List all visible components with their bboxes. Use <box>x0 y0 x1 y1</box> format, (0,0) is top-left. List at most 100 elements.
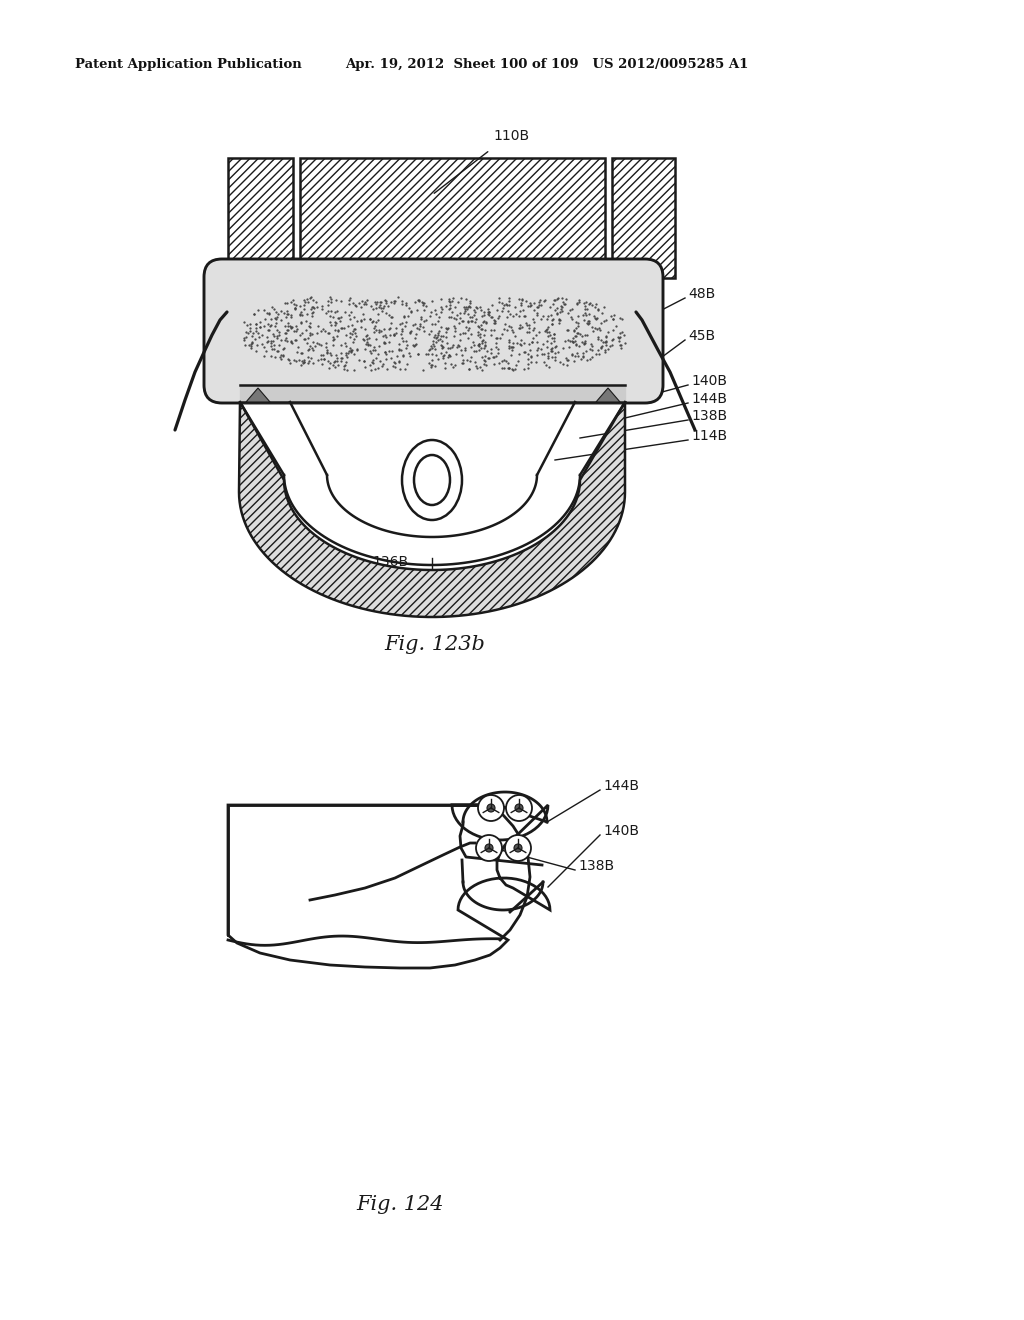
Point <box>517 290 534 312</box>
Point <box>368 297 384 318</box>
Point <box>317 333 334 354</box>
Point <box>492 352 508 374</box>
Text: Patent Application Publication: Patent Application Publication <box>75 58 302 71</box>
Circle shape <box>506 795 532 821</box>
Point <box>482 308 499 329</box>
Point <box>615 325 632 346</box>
Point <box>432 301 449 322</box>
Point <box>606 304 623 325</box>
Point <box>370 358 386 379</box>
Point <box>390 351 407 372</box>
Point <box>460 297 476 318</box>
Point <box>287 297 303 318</box>
Point <box>350 350 367 371</box>
Point <box>299 289 315 310</box>
Point <box>594 335 610 356</box>
Point <box>284 317 300 338</box>
Point <box>374 355 390 376</box>
Point <box>376 331 392 352</box>
Point <box>479 341 496 362</box>
Point <box>313 354 330 375</box>
Point <box>429 323 445 345</box>
Circle shape <box>515 804 523 812</box>
Point <box>308 297 325 318</box>
Point <box>504 339 520 360</box>
Point <box>546 323 562 345</box>
Point <box>294 322 310 343</box>
Point <box>575 293 592 314</box>
Point <box>514 289 530 310</box>
Point <box>411 318 427 339</box>
Point <box>331 319 347 341</box>
Point <box>356 351 373 372</box>
Point <box>364 312 380 333</box>
Point <box>430 310 446 331</box>
Point <box>386 323 402 345</box>
Point <box>516 305 532 326</box>
Point <box>246 304 262 325</box>
Point <box>333 290 349 312</box>
Point <box>367 292 383 313</box>
Point <box>266 315 283 337</box>
Point <box>276 338 293 359</box>
Point <box>302 313 318 334</box>
Point <box>593 329 609 350</box>
Point <box>367 322 383 343</box>
Point <box>544 346 560 367</box>
Point <box>323 292 339 313</box>
Point <box>344 314 360 335</box>
Point <box>515 359 531 380</box>
Point <box>590 298 606 319</box>
Point <box>510 343 526 364</box>
Point <box>378 326 394 347</box>
Point <box>525 312 542 333</box>
Text: 48B: 48B <box>688 286 715 301</box>
Point <box>248 313 264 334</box>
Point <box>513 334 529 355</box>
Point <box>407 313 423 334</box>
Point <box>567 312 584 333</box>
Point <box>325 355 341 376</box>
Point <box>359 331 376 352</box>
Point <box>551 309 567 330</box>
Point <box>441 288 458 309</box>
Point <box>341 289 357 310</box>
Point <box>280 348 296 370</box>
Point <box>357 326 374 347</box>
Point <box>554 296 570 317</box>
Point <box>514 317 530 338</box>
Point <box>513 293 529 314</box>
Point <box>273 310 290 331</box>
Point <box>434 337 451 358</box>
Point <box>418 296 434 317</box>
Point <box>397 337 414 358</box>
Point <box>353 296 370 317</box>
Point <box>316 321 333 342</box>
Point <box>507 325 523 346</box>
Point <box>388 345 404 366</box>
Point <box>593 337 609 358</box>
Point <box>562 330 579 351</box>
Text: Fig. 123b: Fig. 123b <box>385 635 485 653</box>
Point <box>550 342 566 363</box>
Point <box>268 308 285 329</box>
Point <box>408 323 424 345</box>
Point <box>301 338 317 359</box>
Point <box>332 310 348 331</box>
Point <box>319 290 336 312</box>
Point <box>376 319 392 341</box>
Point <box>461 317 477 338</box>
Point <box>414 290 430 312</box>
Point <box>460 327 476 348</box>
Point <box>525 317 542 338</box>
Point <box>263 346 280 367</box>
Point <box>453 302 469 323</box>
Point <box>378 302 394 323</box>
Point <box>367 358 383 379</box>
Point <box>423 335 439 356</box>
Point <box>554 288 570 309</box>
Point <box>243 338 259 359</box>
Point <box>310 350 327 371</box>
Point <box>301 286 317 308</box>
Point <box>464 312 480 333</box>
